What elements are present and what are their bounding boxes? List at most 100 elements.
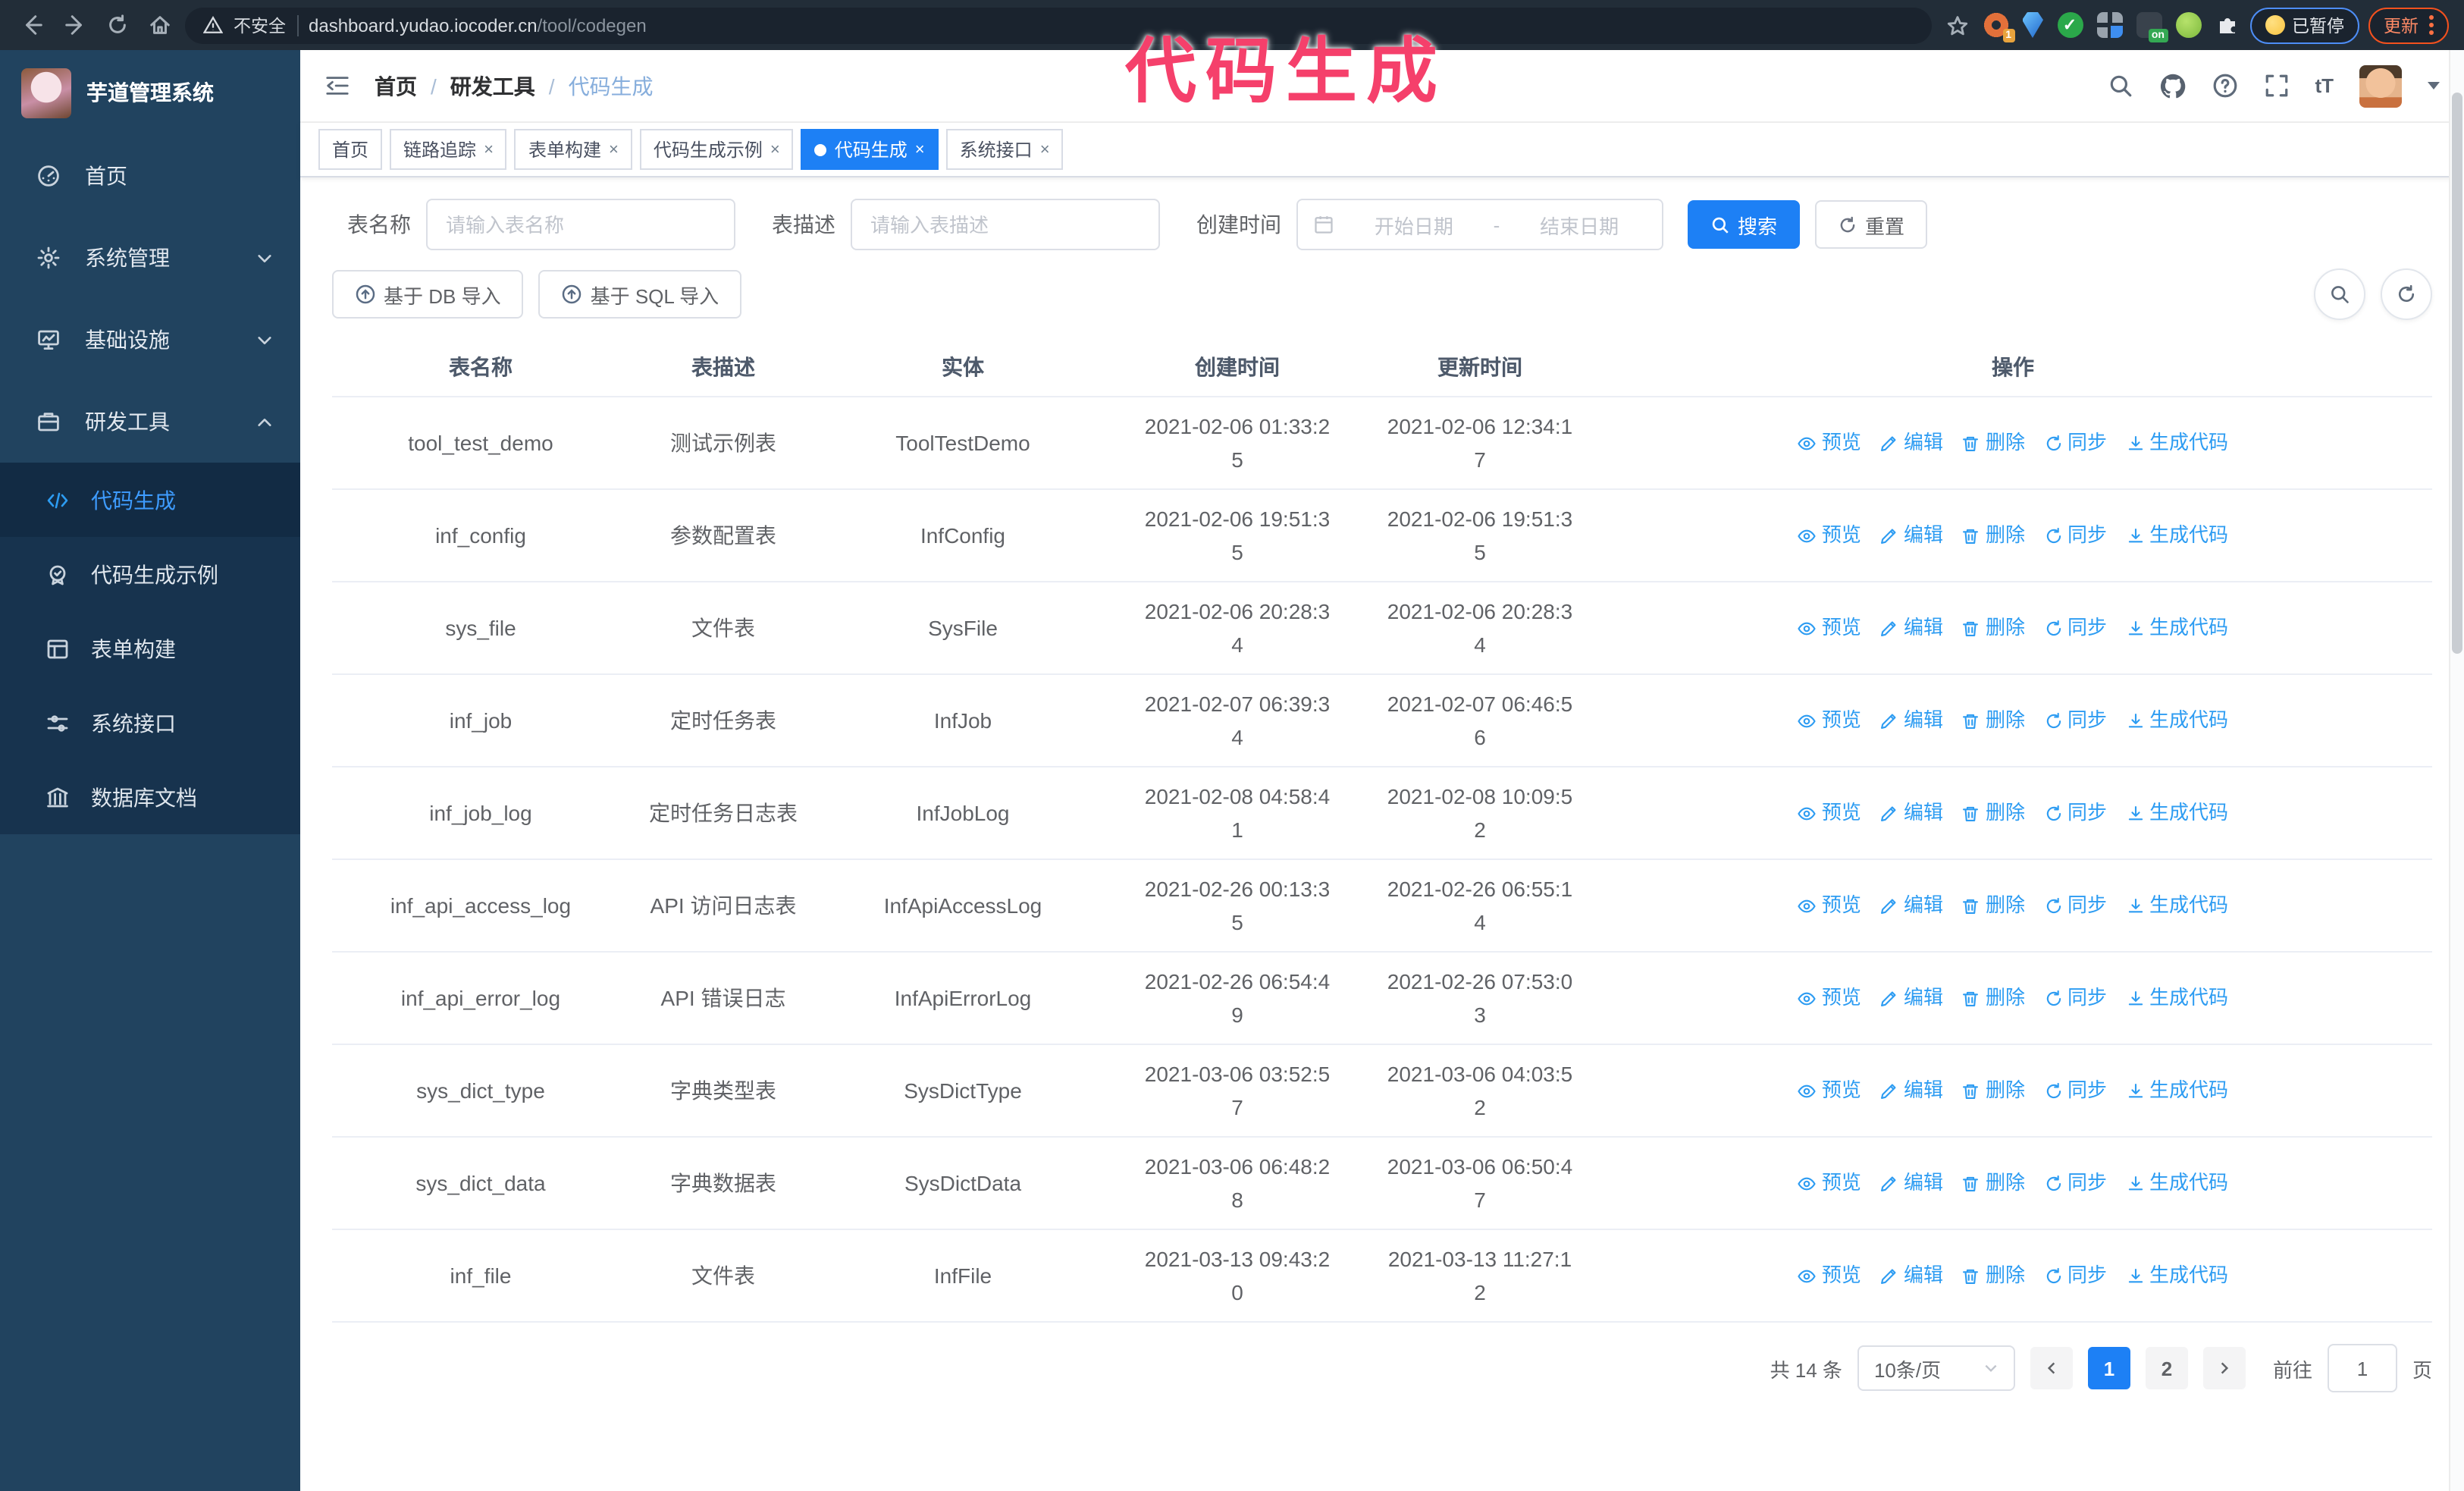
edit-action[interactable]: 编辑: [1879, 1259, 1943, 1292]
vertical-scrollbar[interactable]: [2449, 50, 2464, 1491]
generate-code-action[interactable]: 生成代码: [2125, 1259, 2228, 1292]
extension-green-icon[interactable]: [2175, 12, 2201, 38]
tab-system-api[interactable]: 系统接口 ×: [945, 129, 1064, 170]
breadcrumb-devtools[interactable]: 研发工具: [450, 74, 535, 98]
generate-code-action[interactable]: 生成代码: [2125, 796, 2228, 830]
tab-trace[interactable]: 链路追踪 ×: [390, 129, 507, 170]
preview-action[interactable]: 预览: [1798, 1074, 1861, 1107]
preview-action[interactable]: 预览: [1798, 889, 1861, 922]
browser-menu-icon[interactable]: [2429, 15, 2434, 35]
generate-code-action[interactable]: 生成代码: [2125, 611, 2228, 645]
generate-code-action[interactable]: 生成代码: [2125, 889, 2228, 922]
extension-orange-icon[interactable]: 1: [1983, 12, 2014, 42]
sidebar-logo[interactable]: 芋道管理系统: [0, 50, 300, 135]
delete-action[interactable]: 删除: [1961, 1259, 2025, 1292]
extension-gem-icon[interactable]: [2022, 12, 2043, 38]
sidebar-fold-icon[interactable]: [324, 73, 350, 99]
refresh-table-button[interactable]: [2381, 268, 2432, 320]
preview-action[interactable]: 预览: [1798, 796, 1861, 830]
sync-action[interactable]: 同步: [2043, 426, 2107, 460]
delete-action[interactable]: 删除: [1961, 981, 2025, 1015]
sidebar-item-codegen[interactable]: 代码生成: [0, 463, 300, 537]
extension-puzzle-icon[interactable]: [2215, 12, 2240, 38]
forward-icon[interactable]: [58, 8, 91, 42]
profile-paused-pill[interactable]: 已暂停: [2249, 7, 2359, 43]
sidebar-item-system[interactable]: 系统管理: [0, 217, 300, 299]
sidebar-item-infra[interactable]: 基础设施: [0, 299, 300, 381]
sync-action[interactable]: 同步: [2043, 519, 2107, 552]
search-button[interactable]: 搜索: [1688, 200, 1801, 249]
sync-action[interactable]: 同步: [2043, 796, 2107, 830]
sync-action[interactable]: 同步: [2043, 611, 2107, 645]
browser-update-button[interactable]: 更新: [2368, 7, 2449, 43]
sidebar-item-home[interactable]: 首页: [0, 135, 300, 217]
edit-action[interactable]: 编辑: [1879, 426, 1943, 460]
delete-action[interactable]: 删除: [1961, 796, 2025, 830]
extension-grid-icon[interactable]: [2096, 12, 2122, 38]
back-icon[interactable]: [15, 8, 49, 42]
tab-codegen-example[interactable]: 代码生成示例 ×: [639, 129, 794, 170]
sidebar-item-devtools[interactable]: 研发工具: [0, 381, 300, 463]
delete-action[interactable]: 删除: [1961, 426, 2025, 460]
prev-page-button[interactable]: [2030, 1347, 2073, 1389]
sync-action[interactable]: 同步: [2043, 981, 2107, 1015]
toggle-search-button[interactable]: [2314, 268, 2365, 320]
generate-code-action[interactable]: 生成代码: [2125, 981, 2228, 1015]
table-desc-input[interactable]: [851, 199, 1160, 250]
preview-action[interactable]: 预览: [1798, 981, 1861, 1015]
page-button-1[interactable]: 1: [2087, 1347, 2130, 1389]
close-icon[interactable]: ×: [1039, 140, 1050, 159]
preview-action[interactable]: 预览: [1798, 1166, 1861, 1200]
import-sql-button[interactable]: 基于 SQL 导入: [538, 270, 742, 319]
reset-button[interactable]: 重置: [1815, 200, 1928, 249]
edit-action[interactable]: 编辑: [1879, 889, 1943, 922]
sync-action[interactable]: 同步: [2043, 1074, 2107, 1107]
preview-action[interactable]: 预览: [1798, 1259, 1861, 1292]
close-icon[interactable]: ×: [914, 140, 925, 159]
user-caret-icon[interactable]: [2428, 82, 2440, 89]
extension-dark-icon[interactable]: on: [2136, 12, 2168, 42]
generate-code-action[interactable]: 生成代码: [2125, 519, 2228, 552]
delete-action[interactable]: 删除: [1961, 519, 2025, 552]
close-icon[interactable]: ×: [608, 140, 619, 159]
import-db-button[interactable]: 基于 DB 导入: [332, 270, 524, 319]
generate-code-action[interactable]: 生成代码: [2125, 426, 2228, 460]
home-icon[interactable]: [143, 8, 176, 42]
edit-action[interactable]: 编辑: [1879, 704, 1943, 737]
user-avatar[interactable]: [2359, 64, 2402, 107]
goto-page-input[interactable]: [2327, 1344, 2397, 1392]
sidebar-item-system-api[interactable]: 系统接口: [0, 686, 300, 760]
generate-code-action[interactable]: 生成代码: [2125, 1166, 2228, 1200]
edit-action[interactable]: 编辑: [1879, 981, 1943, 1015]
delete-action[interactable]: 删除: [1961, 611, 2025, 645]
next-page-button[interactable]: [2202, 1347, 2246, 1389]
table-name-input[interactable]: [426, 199, 735, 250]
sync-action[interactable]: 同步: [2043, 1259, 2107, 1292]
github-icon[interactable]: [2158, 72, 2186, 99]
font-size-icon[interactable]: tT: [2315, 74, 2334, 97]
reload-icon[interactable]: [100, 8, 133, 42]
edit-action[interactable]: 编辑: [1879, 796, 1943, 830]
address-bar[interactable]: 不安全 dashboard.yudao.iocoder.cn/tool/code…: [185, 7, 1931, 43]
generate-code-action[interactable]: 生成代码: [2125, 1074, 2228, 1107]
delete-action[interactable]: 删除: [1961, 704, 2025, 737]
edit-action[interactable]: 编辑: [1879, 519, 1943, 552]
delete-action[interactable]: 删除: [1961, 1166, 2025, 1200]
sync-action[interactable]: 同步: [2043, 1166, 2107, 1200]
page-button-2[interactable]: 2: [2145, 1347, 2188, 1389]
sidebar-item-db-doc[interactable]: 数据库文档: [0, 760, 300, 834]
help-icon[interactable]: [2212, 73, 2237, 99]
preview-action[interactable]: 预览: [1798, 519, 1861, 552]
page-size-select[interactable]: 10条/页: [1857, 1345, 2015, 1391]
search-icon[interactable]: [2107, 73, 2133, 99]
delete-action[interactable]: 删除: [1961, 889, 2025, 922]
delete-action[interactable]: 删除: [1961, 1074, 2025, 1107]
preview-action[interactable]: 预览: [1798, 611, 1861, 645]
sidebar-item-form-builder[interactable]: 表单构建: [0, 611, 300, 686]
tab-form-builder[interactable]: 表单构建 ×: [514, 129, 632, 170]
generate-code-action[interactable]: 生成代码: [2125, 704, 2228, 737]
sidebar-item-codegen-example[interactable]: 代码生成示例: [0, 537, 300, 611]
close-icon[interactable]: ×: [484, 140, 494, 159]
breadcrumb-home[interactable]: 首页: [375, 74, 417, 98]
edit-action[interactable]: 编辑: [1879, 1166, 1943, 1200]
